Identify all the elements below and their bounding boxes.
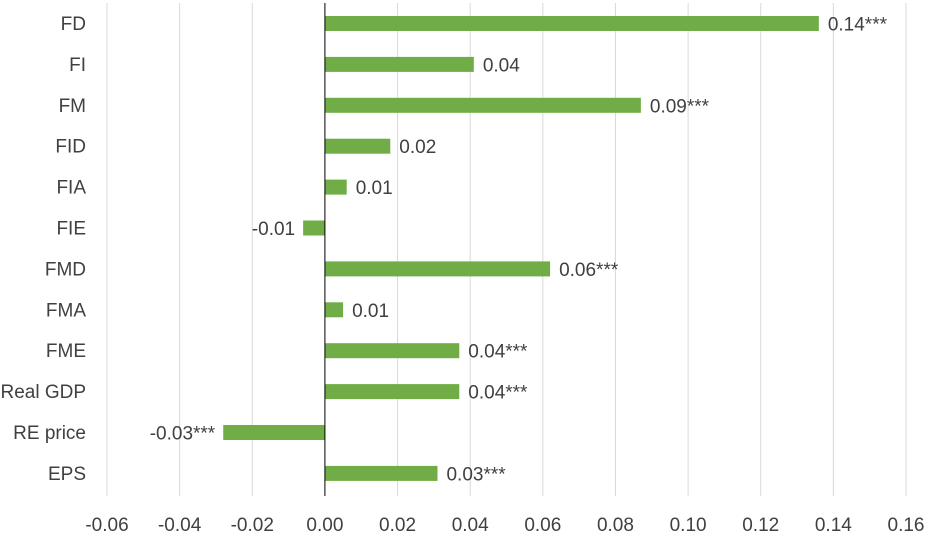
data-label: 0.01 [352, 301, 389, 322]
bar [223, 425, 325, 440]
data-label: -0.01 [252, 219, 295, 240]
data-labels: 0.14*** 0.04 0.09*** 0.02 0.01 -0.01 0.06*** 0.… [150, 15, 888, 486]
data-label: 0.03*** [446, 464, 506, 485]
category-label: FIA [56, 178, 86, 199]
bar [324, 56, 474, 72]
bar [324, 16, 819, 31]
x-tick-label: -0.02 [231, 515, 274, 536]
category-label: FM [59, 96, 86, 117]
bar [324, 343, 460, 359]
bar [324, 97, 641, 113]
bars [223, 16, 819, 481]
x-tick-label: 0.10 [670, 515, 707, 536]
data-label: -0.03*** [150, 424, 216, 445]
x-tick-label: 0.08 [597, 515, 634, 536]
data-label: 0.02 [399, 137, 436, 158]
x-tick-label: -0.06 [85, 515, 128, 536]
x-tick-label: 0.04 [452, 515, 489, 536]
data-label: 0.01 [356, 178, 393, 199]
bar [303, 220, 325, 236]
x-tick-label: 0.00 [306, 515, 343, 536]
data-label: 0.06*** [559, 260, 619, 281]
bar [324, 465, 438, 481]
category-label: FME [46, 341, 86, 362]
data-label: 0.09*** [650, 96, 710, 117]
data-label: 0.04*** [468, 383, 528, 404]
bar [324, 138, 391, 154]
category-label: FIE [56, 219, 86, 240]
data-label: 0.04*** [468, 342, 528, 363]
category-label: RE price [13, 423, 86, 444]
bar [324, 261, 551, 277]
x-tick-label: 0.16 [888, 515, 925, 536]
category-label: FD [61, 14, 86, 35]
category-labels: FD FI FM FID FIA FIE FMD FMA FME Real GDP RE price… [0, 14, 86, 485]
category-label: FI [69, 55, 86, 76]
x-tick-label: -0.04 [158, 515, 202, 536]
x-tick-label: 0.02 [379, 515, 416, 536]
x-tick-label: 0.12 [742, 515, 779, 536]
gridlines [106, 3, 907, 496]
x-tick-label: 0.14 [815, 515, 852, 536]
x-tick-label: 0.06 [524, 515, 561, 536]
category-label: FMA [46, 300, 86, 321]
category-label: FID [55, 137, 86, 158]
category-label: FMD [45, 259, 86, 280]
data-label: 0.14*** [828, 15, 888, 36]
bar [324, 384, 460, 400]
category-label: EPS [48, 464, 86, 485]
bar [324, 302, 344, 318]
category-label: Real GDP [0, 382, 86, 403]
x-tick-labels: -0.06 -0.04 -0.02 0.00 0.02 0.04 0.06 0.08 0.10 0… [85, 515, 924, 536]
bar [324, 179, 347, 195]
data-label: 0.04 [483, 55, 520, 76]
